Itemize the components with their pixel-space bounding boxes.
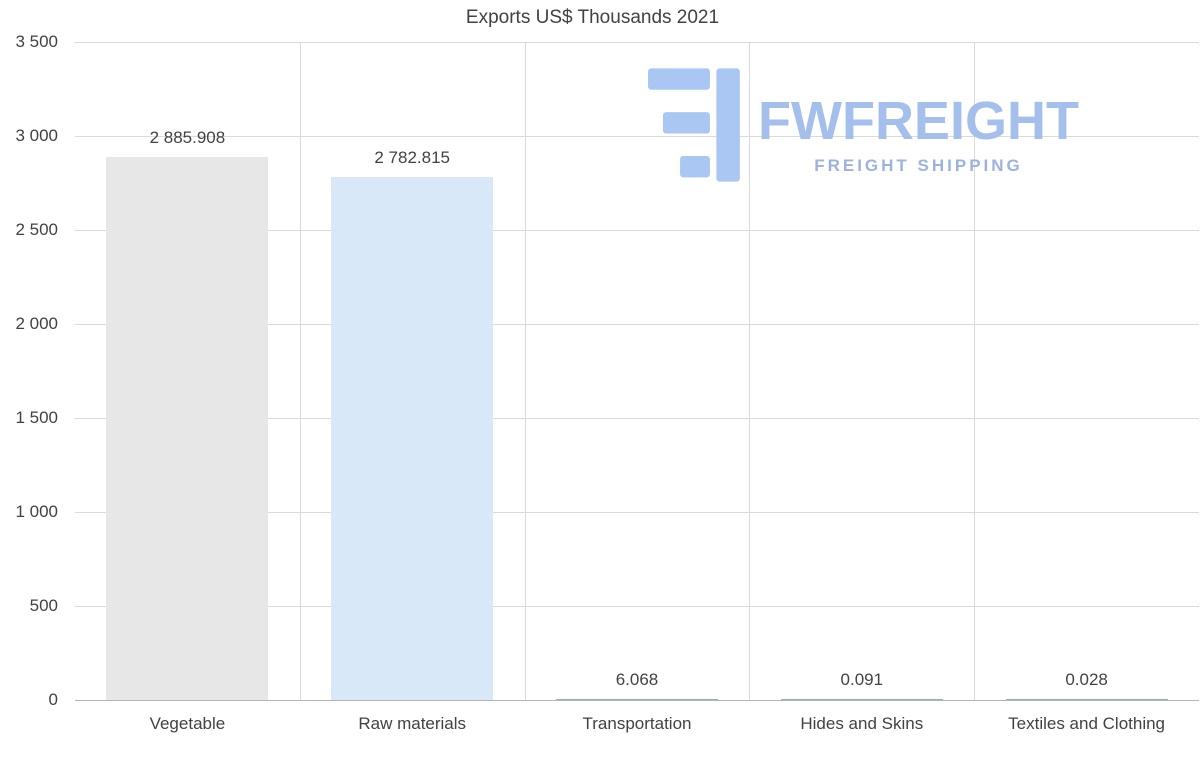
gridline-horizontal: [75, 136, 1199, 137]
gridline-horizontal: [75, 606, 1199, 607]
y-axis-tick-label: 3 500: [15, 32, 58, 51]
bar-transportation[interactable]: [556, 698, 718, 700]
gridline-horizontal: [75, 42, 1199, 43]
bar-value-label: 2 782.815: [374, 147, 451, 167]
y-axis-tick-label: 1 500: [15, 408, 58, 427]
bar-value-label: 0.091: [840, 670, 884, 689]
x-axis-category-label: Hides and Skins: [800, 714, 924, 733]
y-axis-tick-label: 2 500: [15, 220, 58, 239]
x-axis-category-label: Raw materials: [358, 714, 467, 733]
x-axis-category-label: Transportation: [582, 714, 692, 733]
y-axis-tick-label: 500: [29, 596, 58, 615]
y-axis-tick-label: 3 000: [15, 126, 58, 145]
gridline-horizontal: [75, 230, 1199, 231]
chart-title: Exports US$ Thousands 2021: [465, 7, 720, 28]
gridline-vertical: [299, 42, 301, 700]
gridline-vertical: [524, 42, 526, 700]
gridline-horizontal: [75, 512, 1199, 513]
y-axis-tick-label: 1 000: [15, 502, 58, 521]
x-axis-line: [75, 700, 1199, 701]
y-axis-tick-label: 2 000: [15, 314, 58, 333]
gridline-horizontal: [75, 418, 1199, 419]
bar-raw-materials[interactable]: [331, 176, 494, 700]
bar-value-label: 0.028: [1065, 670, 1108, 689]
gridline-vertical: [749, 42, 751, 700]
gridline-horizontal: [75, 324, 1199, 325]
x-axis-category-label: Vegetable: [149, 714, 226, 733]
x-axis-category-label: Textiles and Clothing: [1008, 714, 1166, 733]
y-axis-tick-label: 0: [48, 690, 58, 709]
bar-hides-and-skins[interactable]: [780, 699, 943, 700]
bar-value-label: 6.068: [615, 669, 659, 689]
bar-value-label: 2 885.908: [149, 128, 226, 148]
bar-vegetable[interactable]: [106, 157, 269, 700]
plot-area: 2 885.908 2 782.815 6.068 0.091 0.028: [75, 42, 1199, 701]
bar-textiles-and-clothing[interactable]: [1005, 699, 1168, 700]
gridline-vertical: [974, 42, 976, 700]
